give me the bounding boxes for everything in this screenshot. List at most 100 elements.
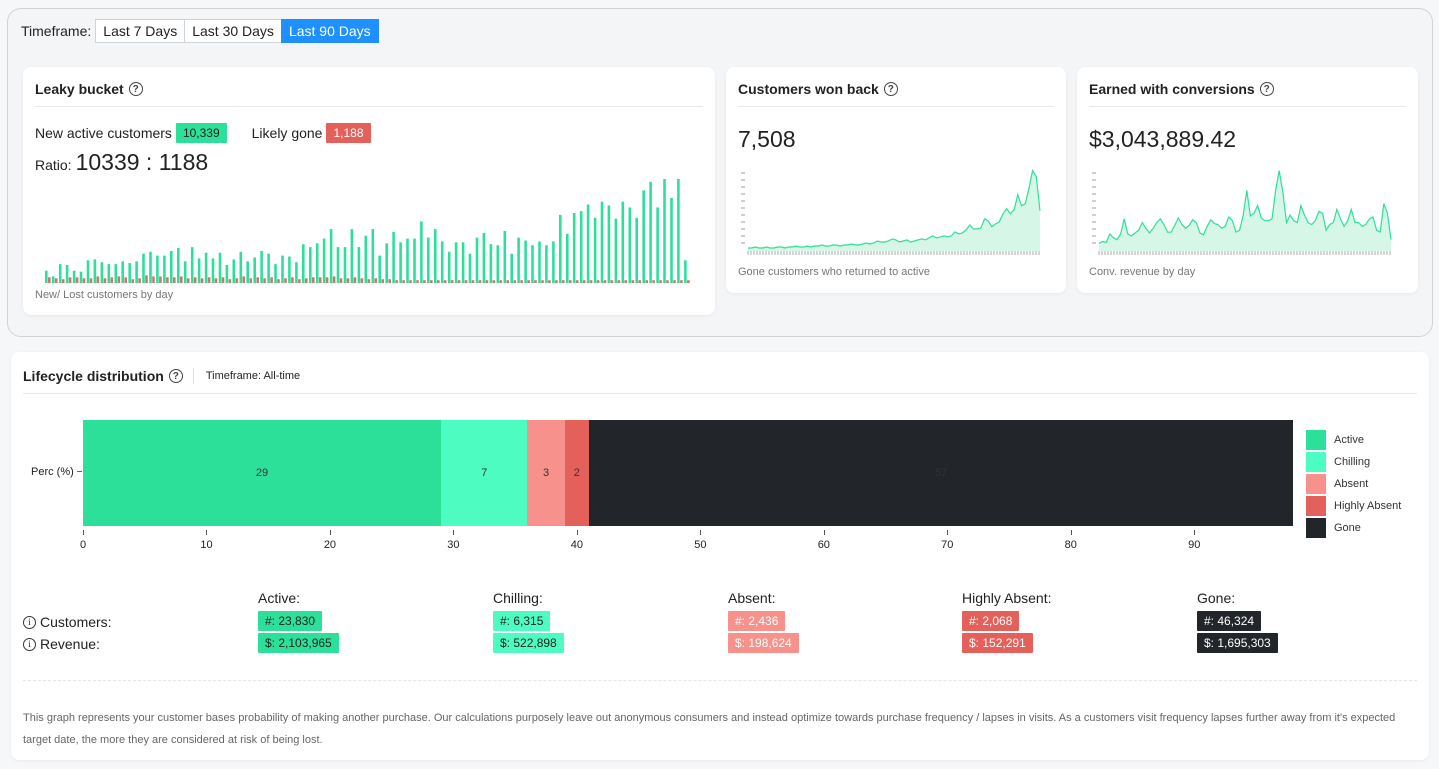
new-customers-bar — [399, 242, 402, 283]
conversion-revenue-chart — [1092, 170, 1392, 255]
legend-item-highly-absent[interactable]: Highly Absent — [1306, 496, 1401, 516]
new-customers-bar — [552, 241, 555, 283]
new-customers-bar — [559, 214, 562, 283]
lost-customers-bar — [527, 280, 530, 283]
info-icon[interactable]: i — [23, 637, 36, 651]
new-customers-bar — [579, 211, 583, 283]
info-icon[interactable]: i — [23, 615, 36, 629]
new-customers-bar — [343, 247, 347, 283]
new-customers-bar — [107, 264, 111, 283]
legend-label: Active — [1334, 434, 1364, 446]
lost-customers-bar — [562, 280, 565, 283]
legend-label: Absent — [1334, 478, 1369, 490]
x-tick-mark — [576, 530, 578, 535]
x-tick-label: 40 — [570, 539, 583, 551]
segment-absent: 3 — [527, 420, 565, 526]
help-icon[interactable]: ? — [883, 82, 898, 96]
legend-label: Gone — [1334, 522, 1361, 534]
new-customers-bar — [635, 217, 638, 283]
lost-customers-bar — [450, 280, 454, 283]
new-customers-bar — [232, 259, 236, 283]
new-customers-bar — [58, 264, 62, 283]
new-customers-bar — [190, 247, 194, 283]
new-customers-bar — [628, 207, 632, 283]
lost-customers-bar — [207, 277, 211, 283]
help-icon[interactable]: ? — [128, 82, 143, 96]
lost-customers-bar — [416, 280, 419, 283]
help-icon[interactable]: ? — [1259, 82, 1274, 96]
lost-customers-bar — [569, 280, 572, 283]
legend-item-chilling[interactable]: Chilling — [1306, 452, 1370, 472]
lost-customers-bar — [687, 280, 690, 283]
new-customers-bar — [420, 221, 423, 283]
x-tick-label: 60 — [817, 539, 830, 551]
new-customers-bar — [79, 271, 83, 283]
new-customers-bar — [496, 245, 500, 283]
new-lost-customers-chart — [45, 179, 690, 283]
x-tick-mark — [1070, 530, 1072, 535]
x-tick-mark — [947, 530, 949, 535]
legend-item-absent[interactable]: Absent — [1306, 474, 1368, 494]
lost-customers-bar — [117, 276, 121, 283]
lost-customers-bar — [360, 278, 364, 283]
new-customers-bar — [656, 207, 659, 283]
lost-customers-bar — [443, 280, 447, 283]
legend-swatch — [1306, 430, 1326, 450]
new-customers-bar — [517, 237, 520, 283]
help-icon[interactable]: ? — [168, 369, 183, 383]
lost-customers-bar — [610, 280, 614, 283]
new-customers-bar — [218, 252, 222, 283]
lost-customers-bar — [582, 280, 586, 283]
legend-label: Highly Absent — [1334, 500, 1402, 512]
new-customers-bar — [149, 251, 152, 283]
earned-value: $3,043,889.42 — [1089, 126, 1237, 152]
lost-customers-bar — [645, 280, 648, 283]
timeframe-7-days-button[interactable]: Last 7 Days — [95, 19, 186, 43]
customers-won-back-card: Customers won back ? 7,508 Gone customer… — [726, 67, 1066, 293]
divider — [738, 106, 1054, 107]
lost-customers-bar — [548, 280, 551, 283]
leaky-bucket-summary: New active customers 10,339 Likely gone … — [35, 123, 371, 143]
lost-customers-bar — [159, 276, 162, 283]
new-customers-bar — [315, 243, 319, 283]
new-customers-bar — [385, 243, 388, 283]
lost-customers-bar — [214, 278, 218, 283]
stat-chilling: Chilling: #: 6,315 $: 522,898 — [493, 590, 564, 653]
lost-customers-bar — [499, 280, 503, 283]
lifecycle-timeframe: Timeframe: All-time — [205, 370, 301, 382]
timeframe-30-days-button[interactable]: Last 30 Days — [184, 19, 282, 43]
new-customers-bar — [260, 250, 263, 283]
new-customers-bar — [503, 231, 507, 283]
lost-customers-bar — [256, 277, 259, 283]
new-customers-bar — [489, 244, 493, 283]
legend-item-gone[interactable]: Gone — [1306, 518, 1361, 538]
new-customers-bar — [378, 255, 381, 283]
new-customers-bar — [538, 241, 541, 283]
earned-title-text: Earned with conversions — [1089, 81, 1255, 97]
lost-customers-bar — [277, 279, 280, 283]
new-customers-bar — [267, 253, 270, 283]
legend-item-active[interactable]: Active — [1306, 430, 1364, 450]
lost-customers-bar — [221, 277, 225, 283]
new-customers-bar — [225, 265, 229, 283]
new-customers-bar — [100, 262, 104, 283]
new-customers-bar — [142, 253, 145, 283]
timeframe-90-days-button[interactable]: Last 90 Days — [280, 19, 379, 43]
stat-customers-badge: #: 6,315 — [493, 611, 551, 631]
stat-highly-absent: Highly Absent: #: 2,068 $: 152,291 — [962, 590, 1052, 653]
customers-row-label: i Customers: — [23, 614, 112, 630]
lost-customers-bar — [193, 277, 197, 283]
new-customers-bar — [121, 261, 124, 283]
lost-customers-bar — [284, 278, 287, 283]
lost-customers-bar — [249, 278, 252, 283]
x-tick-label: 70 — [941, 539, 954, 551]
lost-customers-bar — [659, 280, 662, 283]
lost-customers-bar — [381, 279, 384, 283]
lifecycle-description: This graph represents your customer base… — [23, 712, 1396, 746]
new-customers-bar — [65, 265, 69, 283]
lost-customers-bar — [513, 280, 516, 283]
new-customers-bar — [600, 201, 604, 283]
new-customers-bar — [177, 248, 180, 283]
leaky-bucket-title-text: Leaky bucket — [35, 81, 124, 97]
new-customers-bar — [392, 231, 395, 283]
